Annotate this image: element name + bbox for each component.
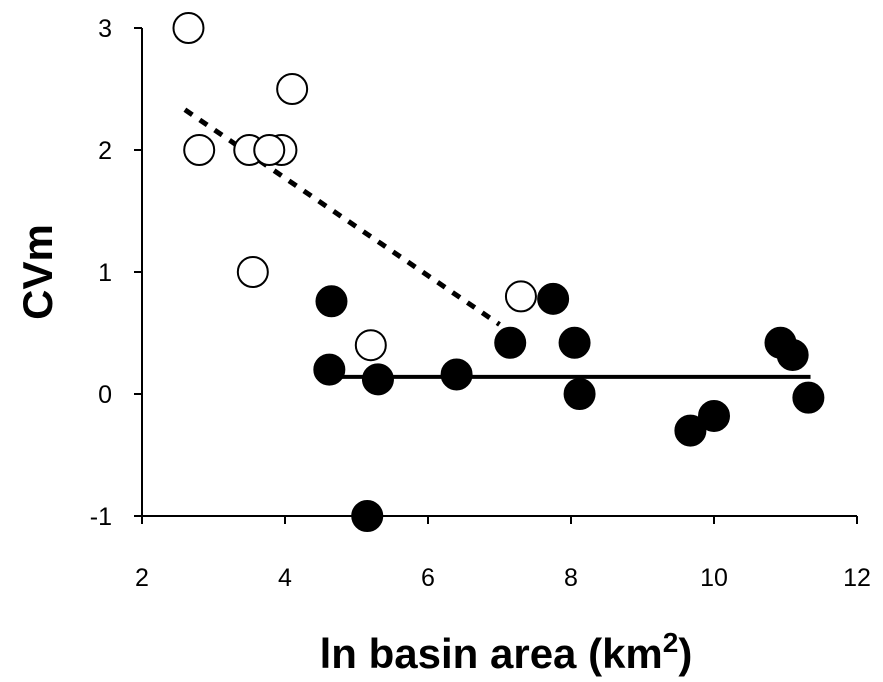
x-axis-title-main: ln basin area (km (320, 630, 663, 677)
filled-circle-point (537, 282, 570, 315)
y-tick-label: 2 (98, 137, 112, 165)
y-tick-label: 3 (98, 15, 112, 43)
trendlines (183, 107, 811, 379)
open-circle-point (276, 73, 309, 105)
filled-circle-point (313, 353, 346, 386)
filled-circle-point (558, 326, 591, 359)
x-tick-label: 12 (843, 564, 871, 592)
open-circle-point (236, 256, 269, 288)
filled-circle-point (792, 381, 825, 414)
x-tick-label: 8 (564, 564, 578, 592)
filled-circle-point (494, 326, 527, 359)
x-axis-title: ln basin area (km2) (320, 627, 693, 677)
y-axis-title: CVm (14, 224, 61, 320)
filled-circle-point (315, 285, 348, 318)
filled-circle-point (698, 399, 730, 432)
open-circle-point (504, 280, 537, 313)
filled-circle-point (776, 338, 809, 371)
filled-circle-point (351, 500, 384, 532)
y-tick-label: 1 (98, 259, 112, 287)
y-tick-label: 0 (98, 381, 112, 409)
filled-circle-point (563, 378, 596, 410)
filled-circle-point (440, 358, 473, 391)
filled-circle-point (361, 363, 394, 396)
data-points (172, 12, 825, 532)
open-circle-point (183, 134, 216, 166)
x-tick-label: 10 (700, 564, 728, 592)
x-tick-label: 6 (421, 564, 435, 592)
x-axis-title-superscript: 2 (663, 627, 679, 658)
open-circle-point (172, 12, 205, 44)
y-tick-label: -1 (90, 503, 112, 531)
x-axis-title-close: ) (678, 630, 692, 677)
open-circle-point (354, 329, 387, 362)
open-circle-point (253, 134, 286, 166)
filled-circle-point (674, 414, 707, 447)
x-tick-label: 2 (135, 564, 149, 592)
x-tick-label: 4 (278, 564, 292, 592)
